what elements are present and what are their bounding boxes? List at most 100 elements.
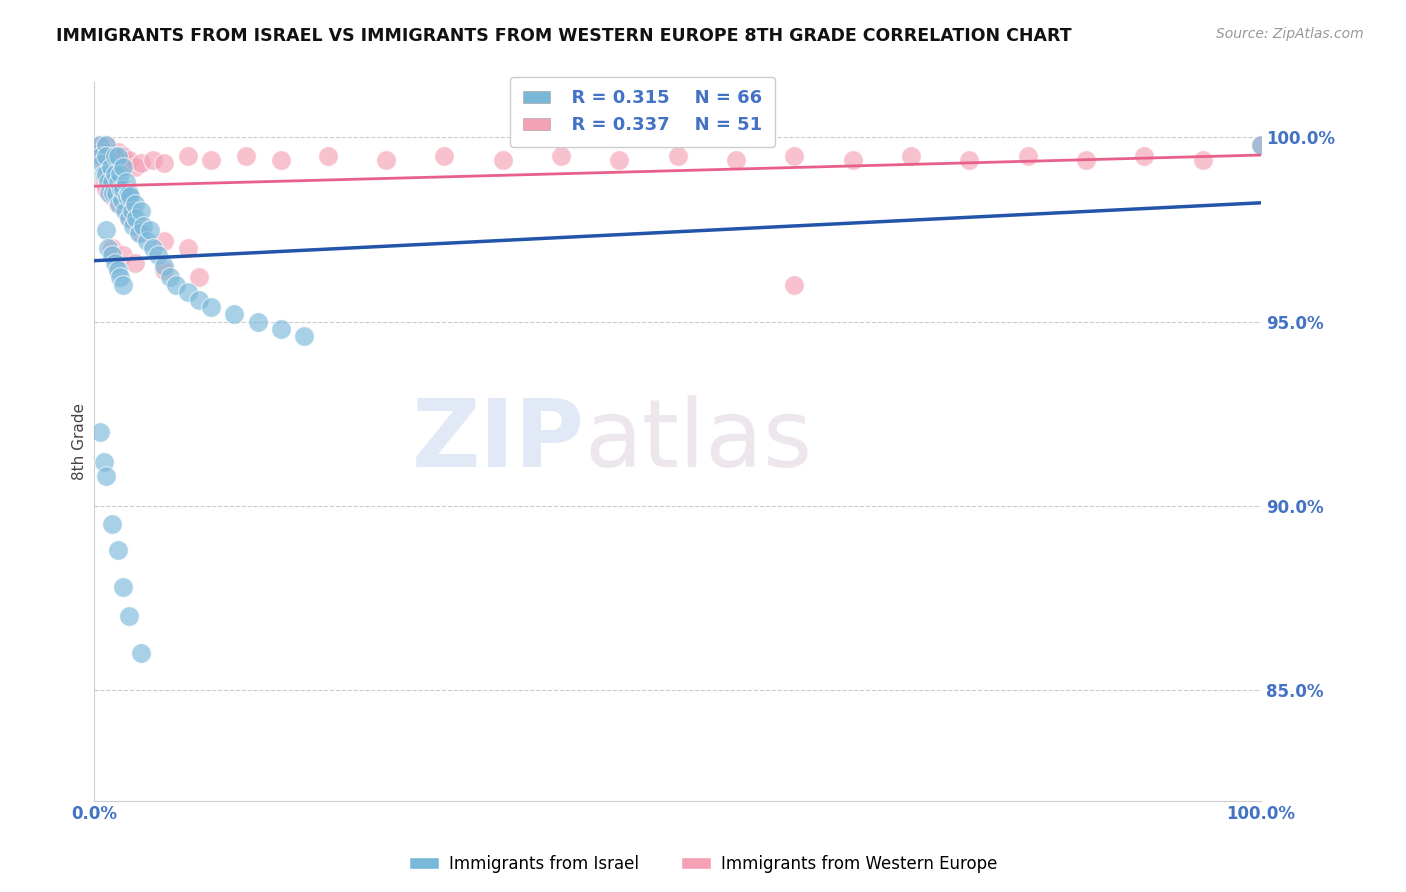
Point (159, 270, 181, 285)
Point (107, 263, 129, 277)
Point (94, 222, 117, 236)
Point (132, 219, 155, 233)
Point (957, 153, 980, 167)
Point (142, 153, 165, 167)
Point (491, 153, 513, 167)
Point (100, 189, 122, 203)
Point (100, 241, 122, 255)
Point (105, 186, 128, 200)
Point (316, 149, 339, 163)
Point (235, 149, 257, 163)
Point (374, 153, 396, 167)
Point (107, 543, 129, 558)
Point (148, 248, 170, 262)
Point (104, 255, 127, 269)
Point (118, 211, 141, 226)
Point (142, 241, 165, 255)
Point (104, 167, 127, 181)
Point (176, 149, 198, 163)
Point (114, 204, 136, 219)
Point (90, 145, 112, 160)
Text: IMMIGRANTS FROM ISRAEL VS IMMIGRANTS FROM WESTERN EUROPE 8TH GRADE CORRELATION C: IMMIGRANTS FROM ISRAEL VS IMMIGRANTS FRO… (56, 27, 1071, 45)
Point (94, 469, 117, 483)
Point (153, 260, 176, 274)
Point (118, 153, 141, 167)
Point (94, 182, 117, 196)
Point (783, 149, 806, 163)
Point (97, 145, 120, 160)
Point (107, 196, 129, 211)
Point (93, 455, 115, 469)
Point (115, 189, 138, 203)
Point (176, 241, 198, 255)
Point (94, 149, 117, 163)
Text: Source: ZipAtlas.com: Source: ZipAtlas.com (1216, 27, 1364, 41)
Point (200, 300, 222, 314)
Point (1191, 153, 1213, 167)
Point (129, 156, 152, 170)
Point (550, 149, 572, 163)
Point (153, 234, 176, 248)
Point (118, 211, 141, 226)
Point (94, 167, 117, 181)
Point (900, 149, 922, 163)
Point (107, 145, 129, 160)
Point (188, 270, 211, 285)
Point (139, 222, 162, 236)
Legend:   R = 0.315    N = 66,   R = 0.337    N = 51: R = 0.315 N = 66, R = 0.337 N = 51 (510, 77, 775, 147)
Point (1250, 137, 1272, 152)
Point (607, 153, 630, 167)
Point (128, 226, 150, 240)
Point (100, 175, 122, 189)
Point (112, 248, 135, 262)
Point (200, 153, 222, 167)
Point (89, 137, 111, 152)
Point (100, 149, 122, 163)
Point (666, 149, 689, 163)
Point (121, 219, 143, 233)
Text: atlas: atlas (585, 395, 813, 487)
Point (97, 175, 120, 189)
Y-axis label: 8th Grade: 8th Grade (72, 403, 87, 480)
Point (93, 175, 115, 189)
Point (129, 204, 152, 219)
Point (224, 307, 246, 321)
Legend: Immigrants from Israel, Immigrants from Western Europe: Immigrants from Israel, Immigrants from … (402, 848, 1004, 880)
Point (114, 175, 136, 189)
Point (91, 156, 114, 170)
Point (110, 182, 132, 196)
Point (176, 285, 198, 300)
Point (112, 149, 135, 163)
Point (129, 646, 152, 660)
Point (1074, 153, 1097, 167)
Point (129, 226, 152, 240)
Point (724, 153, 747, 167)
Point (124, 255, 146, 269)
Point (783, 277, 806, 292)
Point (112, 580, 135, 594)
Point (246, 315, 269, 329)
Point (292, 329, 315, 343)
Point (97, 241, 120, 255)
Point (841, 153, 863, 167)
Point (98, 186, 121, 200)
Point (94, 137, 117, 152)
Point (112, 182, 135, 196)
Point (111, 193, 134, 207)
Point (188, 293, 211, 307)
Text: ZIP: ZIP (412, 395, 585, 487)
Point (433, 149, 456, 163)
Point (108, 167, 131, 181)
Point (100, 248, 122, 262)
Point (94, 137, 117, 152)
Point (121, 204, 143, 219)
Point (93, 156, 115, 170)
Point (107, 196, 129, 211)
Point (270, 153, 292, 167)
Point (100, 160, 122, 174)
Point (89, 137, 111, 152)
Point (90, 149, 112, 163)
Point (107, 149, 129, 163)
Point (153, 156, 176, 170)
Point (100, 517, 122, 532)
